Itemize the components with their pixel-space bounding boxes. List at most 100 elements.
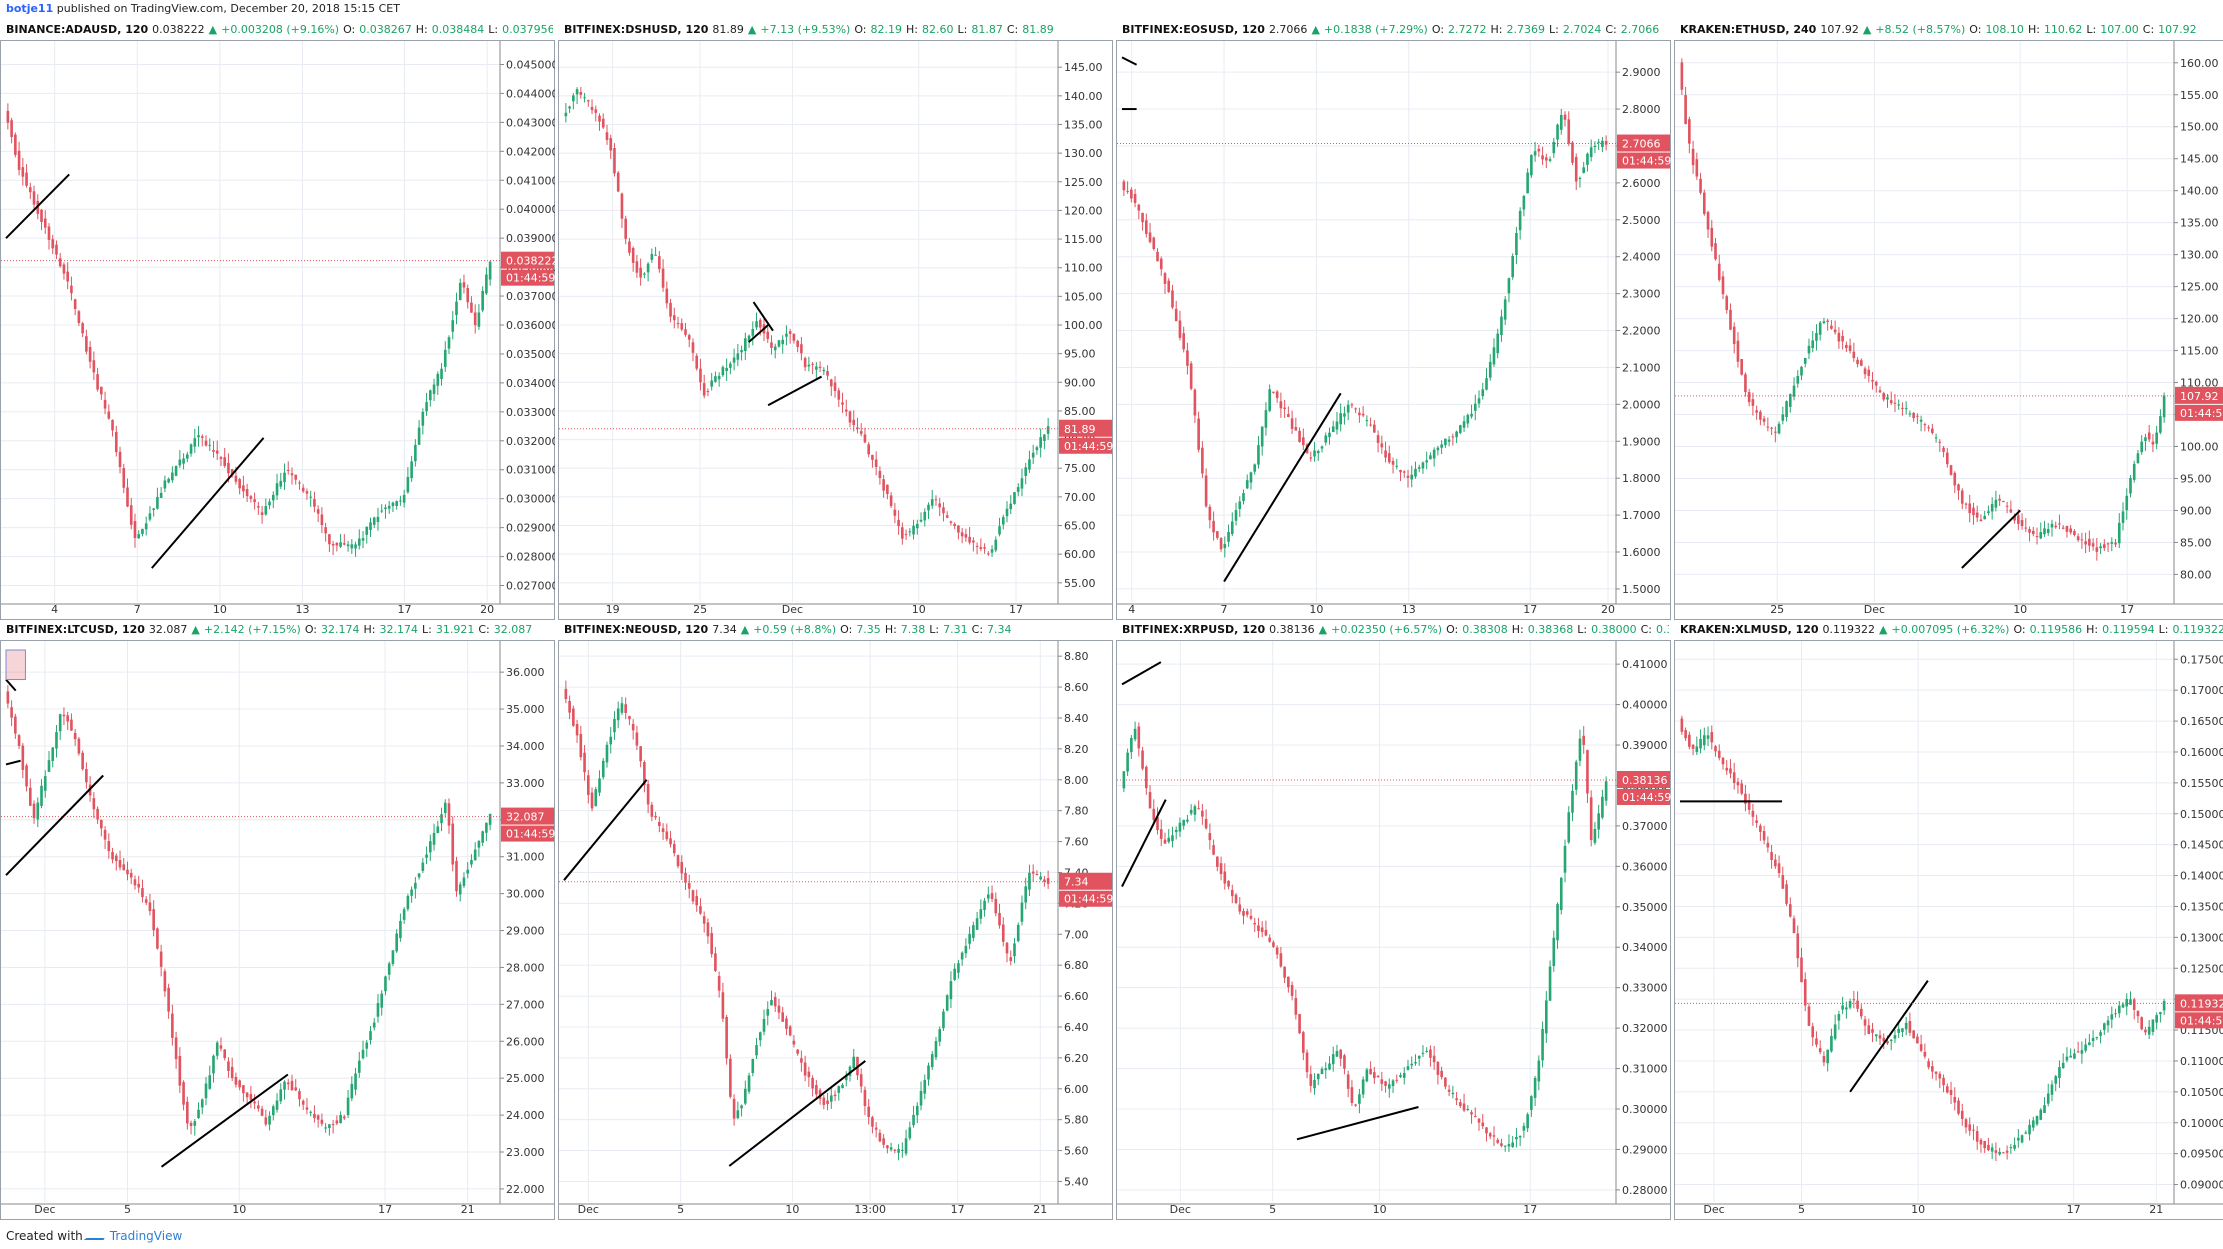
up-arrow-icon: ▲ bbox=[191, 623, 200, 636]
candle bbox=[1886, 393, 1889, 408]
trend-line[interactable] bbox=[1121, 799, 1167, 888]
candle bbox=[1182, 819, 1185, 830]
candle-body bbox=[1324, 435, 1328, 443]
trend-line[interactable] bbox=[5, 759, 21, 766]
chart-panel[interactable]: KRAKEN:ETHUSD, 240 107.92 ▲ +8.52 (+8.57%) O… bbox=[1674, 20, 2223, 620]
author-link[interactable]: botje11 bbox=[6, 2, 54, 15]
candle bbox=[953, 522, 956, 530]
candle-body bbox=[114, 431, 118, 453]
trend-line[interactable] bbox=[151, 437, 265, 569]
y-tick-label: 34.000 bbox=[506, 740, 545, 753]
chart-panel[interactable]: BITFINEX:NEOUSD, 120 7.34 ▲ +0.59 (+8.8%) O:… bbox=[558, 620, 1113, 1220]
y-tick-label: 8.20 bbox=[1064, 743, 1089, 756]
candle bbox=[21, 158, 25, 186]
candle-body bbox=[919, 519, 923, 522]
candle bbox=[579, 725, 583, 761]
trend-line[interactable] bbox=[1121, 56, 1138, 66]
price-chart[interactable]: 36.00035.00034.00033.00032.00031.00030.0… bbox=[0, 640, 555, 1220]
y-tick-label: 90.00 bbox=[1064, 376, 1096, 389]
candle bbox=[661, 259, 665, 292]
candle-body bbox=[871, 1117, 874, 1127]
candle bbox=[219, 1037, 223, 1052]
price-chart[interactable]: 160.00155.00150.00145.00140.00135.00130.… bbox=[1674, 40, 2223, 620]
candle bbox=[114, 853, 118, 871]
trend-line[interactable] bbox=[748, 324, 769, 343]
candle-body bbox=[1421, 462, 1425, 469]
trend-line[interactable] bbox=[752, 301, 774, 332]
candle bbox=[305, 1098, 309, 1115]
candle-body bbox=[1141, 212, 1144, 223]
candle bbox=[1193, 804, 1197, 822]
candle bbox=[1949, 464, 1953, 476]
trend-line[interactable] bbox=[728, 1060, 866, 1167]
candle-body bbox=[114, 855, 118, 862]
trend-line[interactable] bbox=[1961, 509, 2021, 569]
trend-line[interactable] bbox=[563, 779, 648, 881]
candle-body bbox=[1751, 810, 1755, 817]
candle-body bbox=[1313, 450, 1316, 457]
highlight-box[interactable] bbox=[5, 649, 26, 681]
candle bbox=[792, 1035, 796, 1048]
price-chart[interactable]: 145.00140.00135.00130.00125.00120.00115.… bbox=[558, 40, 1113, 620]
candle bbox=[1035, 445, 1039, 455]
trend-line[interactable] bbox=[160, 1073, 289, 1168]
price-chart[interactable]: 2.90002.80002.70002.60002.50002.40002.30… bbox=[1116, 40, 1671, 620]
candle bbox=[620, 192, 624, 229]
trend-line[interactable] bbox=[5, 774, 104, 876]
symbol-label: BITFINEX:NEOUSD, 120 bbox=[564, 623, 709, 636]
price-chart[interactable]: 0.1750000.1700000.1650000.1600000.155000… bbox=[1674, 640, 2223, 1220]
trend-line[interactable] bbox=[1223, 392, 1342, 583]
chart-panel[interactable]: BINANCE:ADAUSD, 120 0.038222 ▲ +0.003208 (+… bbox=[0, 20, 555, 620]
candle bbox=[886, 484, 889, 500]
candle bbox=[1725, 294, 1729, 314]
candle-body bbox=[1279, 953, 1283, 967]
tradingview-link[interactable]: TradingView bbox=[109, 1229, 183, 1243]
candle-body bbox=[66, 715, 69, 722]
candle-body bbox=[1245, 480, 1249, 489]
trend-line[interactable] bbox=[1296, 1106, 1419, 1141]
candle-body bbox=[391, 502, 395, 507]
price-chart[interactable]: 8.808.608.408.208.007.807.607.407.207.00… bbox=[558, 640, 1113, 1220]
chart-panel[interactable]: BITFINEX:DSHUSD, 120 81.89 ▲ +7.13 (+9.53%)… bbox=[558, 20, 1113, 620]
trend-line[interactable] bbox=[1849, 980, 1929, 1093]
countdown-label: 01:44:59 bbox=[2180, 407, 2223, 420]
candle-body bbox=[833, 1094, 837, 1097]
trend-line[interactable] bbox=[1121, 661, 1162, 686]
candle bbox=[1751, 392, 1755, 416]
trend-line[interactable] bbox=[5, 173, 70, 239]
candle-body bbox=[1511, 255, 1514, 278]
candle-body bbox=[676, 855, 680, 867]
candle bbox=[1732, 322, 1736, 354]
candle bbox=[96, 806, 99, 824]
candle bbox=[1335, 411, 1339, 435]
candle bbox=[777, 998, 781, 1020]
candle bbox=[1960, 1103, 1964, 1126]
chart-panel[interactable]: BITFINEX:EOSUSD, 120 2.7066 ▲ +0.1838 (+7.2… bbox=[1116, 20, 1671, 620]
chart-panel[interactable]: KRAKEN:XLMUSD, 120 0.119322 ▲ +0.007095 (+6… bbox=[1674, 620, 2223, 1220]
candle bbox=[1257, 917, 1260, 938]
candle-body bbox=[2129, 477, 2132, 494]
candle bbox=[2069, 1048, 2072, 1058]
candle-body bbox=[1968, 1124, 1972, 1131]
price-chart[interactable]: 0.410000.400000.390000.380000.370000.360… bbox=[1116, 640, 1671, 1220]
candle-body bbox=[852, 1056, 856, 1069]
candle bbox=[975, 542, 979, 555]
candle bbox=[2155, 1012, 2158, 1030]
candle bbox=[425, 392, 428, 416]
candle bbox=[451, 311, 455, 340]
trend-line[interactable] bbox=[767, 375, 823, 407]
chart-panel[interactable]: BITFINEX:XRPUSD, 120 0.38136 ▲ +0.02350 (+6… bbox=[1116, 620, 1671, 1220]
candle bbox=[1425, 451, 1428, 470]
candle bbox=[785, 325, 788, 346]
candle bbox=[343, 1114, 346, 1120]
candle bbox=[2069, 524, 2072, 535]
candle bbox=[1897, 1022, 1901, 1039]
price-chart[interactable]: 0.0450000.0440000.0430000.0420000.041000… bbox=[0, 40, 555, 620]
trend-line[interactable] bbox=[5, 678, 17, 692]
countdown-label: 01:44:59 bbox=[506, 272, 555, 285]
chart-panel[interactable]: BITFINEX:LTCUSD, 120 32.087 ▲ +2.142 (+7.15… bbox=[0, 620, 555, 1220]
candle-body bbox=[369, 1031, 372, 1041]
candle bbox=[458, 881, 462, 902]
candle bbox=[2076, 533, 2080, 542]
candle bbox=[466, 284, 470, 309]
